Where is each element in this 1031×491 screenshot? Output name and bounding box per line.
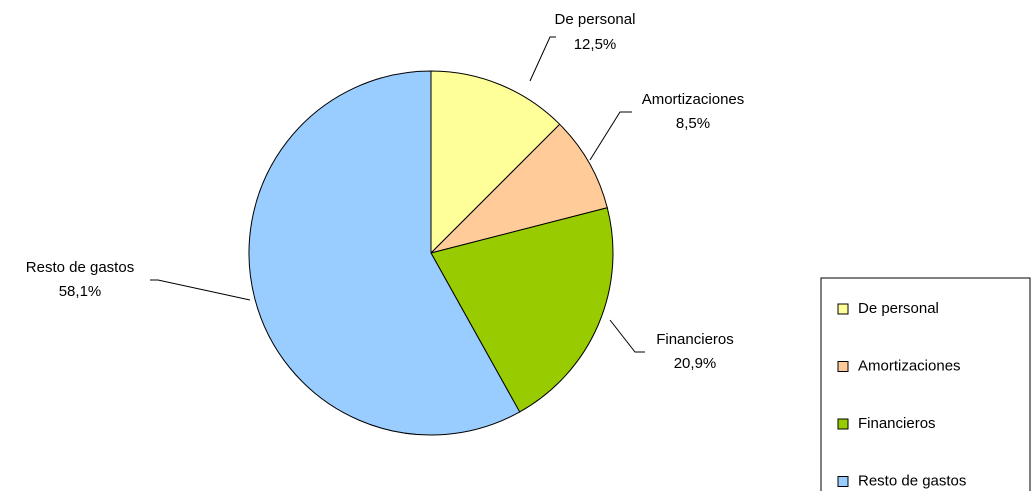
slice-value-label: 20,9% <box>674 355 717 372</box>
leader-line <box>529 36 556 82</box>
pie-slice <box>248 70 521 436</box>
leader-line <box>589 111 632 161</box>
legend-label: De personal <box>858 300 939 317</box>
leader-line <box>609 319 645 353</box>
legend-label: Resto de gastos <box>858 472 966 489</box>
slice-label: Financieros <box>656 331 734 348</box>
legend-label: Financieros <box>858 415 936 432</box>
pie-slice <box>430 207 614 413</box>
legend-label: Amortizaciones <box>858 357 961 374</box>
slice-value-label: 12,5% <box>574 36 617 53</box>
legend-swatch <box>837 476 849 487</box>
slice-label: Resto de gastos <box>26 259 134 276</box>
leader-line <box>150 279 251 301</box>
legend-box <box>820 277 1031 491</box>
pie-slice <box>430 70 561 255</box>
slice-label: De personal <box>555 11 636 28</box>
slice-value-label: 58,1% <box>59 283 102 300</box>
legend-swatch <box>837 418 849 430</box>
slice-value-label: 8,5% <box>676 115 710 132</box>
legend-swatch <box>837 361 849 372</box>
pie-slice <box>429 123 608 254</box>
pie <box>248 70 614 436</box>
legend-swatch <box>837 303 849 315</box>
slice-label: Amortizaciones <box>642 91 745 108</box>
